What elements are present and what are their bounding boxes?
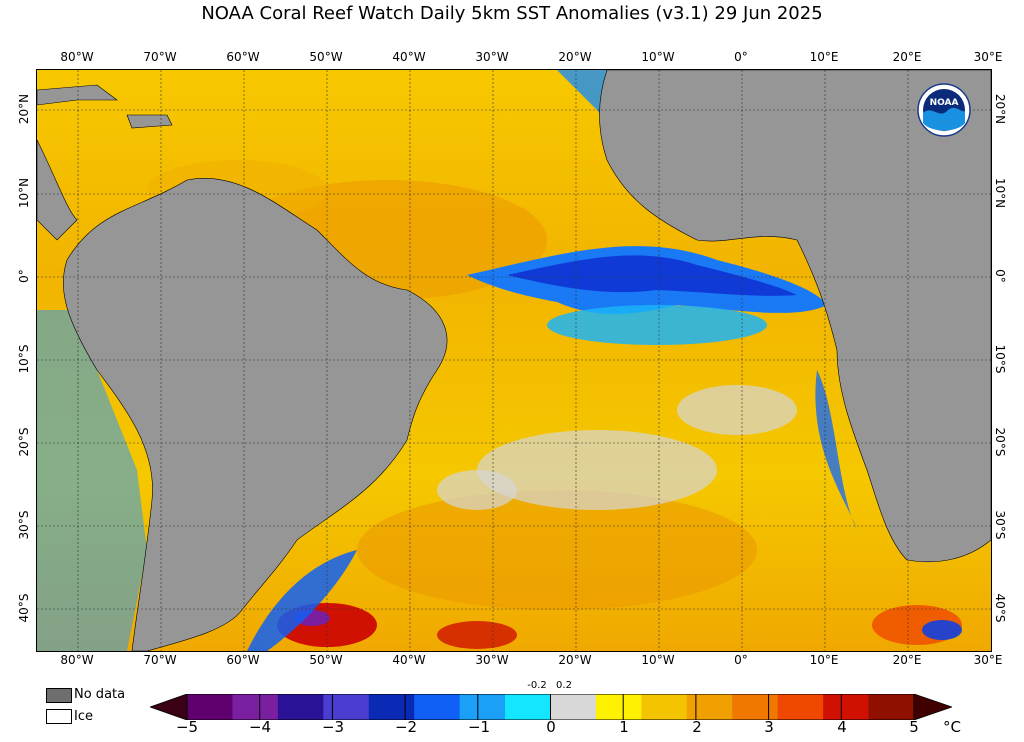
no-data-label: No data xyxy=(74,687,126,702)
lat-label: 10°S xyxy=(17,344,31,374)
lon-label: 40°W xyxy=(392,653,426,667)
lon-label: 10°W xyxy=(641,50,675,64)
lon-label: 10°E xyxy=(809,653,839,667)
colorbar-unit: °C xyxy=(943,718,961,736)
lon-label: 20°W xyxy=(558,653,592,667)
lon-label: 80°W xyxy=(60,653,94,667)
south-america-landmass xyxy=(62,178,448,651)
colorbar-tick: −5 xyxy=(175,718,199,736)
map-title: NOAA Coral Reef Watch Daily 5km SST Anom… xyxy=(201,3,823,24)
colorbar-segment xyxy=(323,694,370,720)
lat-label: 10°N xyxy=(17,177,31,209)
colorbar-tick: 0 xyxy=(546,718,556,736)
colorbar-tick: 5 xyxy=(909,718,919,736)
lon-label: 0° xyxy=(734,653,748,667)
colorbar-tick: 1 xyxy=(619,718,629,736)
colorbar-segment xyxy=(187,694,233,720)
lat-label: 0° xyxy=(17,269,31,283)
colorbar-segment xyxy=(686,694,733,720)
lon-label: 50°W xyxy=(309,50,343,64)
colorbar-segment xyxy=(459,694,506,720)
lon-label: 70°W xyxy=(143,50,177,64)
colorbar-tick: −4 xyxy=(248,718,272,736)
lon-label: 20°E xyxy=(892,50,922,64)
lat-label: 10°N xyxy=(993,177,1007,209)
colorbar-small-tick: -0.2 xyxy=(527,680,547,691)
colorbar-segment xyxy=(732,694,779,720)
lat-label: 40°S xyxy=(17,593,31,623)
svg-text:NOAA: NOAA xyxy=(930,98,959,108)
lon-label: 30°E xyxy=(973,50,1003,64)
colorbar-segment xyxy=(368,694,415,720)
lon-label: 30°W xyxy=(475,653,509,667)
lon-label: 80°W xyxy=(60,50,94,64)
ice-swatch xyxy=(46,709,72,724)
lon-label: 60°W xyxy=(226,50,260,64)
colorbar-segment xyxy=(232,694,279,720)
lat-label: 10°S xyxy=(993,344,1007,374)
colorbar-tick: −3 xyxy=(321,718,345,736)
colorbar-segment xyxy=(641,694,688,720)
graticule-lines xyxy=(37,70,991,651)
lat-label: 30°S xyxy=(17,510,31,540)
cuba-island xyxy=(37,84,118,106)
lat-label: 20°S xyxy=(17,427,31,457)
colorbar-tick: 3 xyxy=(764,718,774,736)
lat-label: 40°S xyxy=(993,593,1007,623)
lon-label: 10°E xyxy=(809,50,839,64)
colorbar-segment xyxy=(277,694,324,720)
colorbar-segment xyxy=(777,694,824,720)
lon-label: 0° xyxy=(734,50,748,64)
colorbar-segment xyxy=(823,694,870,720)
central-america-landmass xyxy=(37,139,78,241)
lon-label: 20°E xyxy=(892,653,922,667)
sst-anomaly-map xyxy=(36,69,992,652)
lon-label: 20°W xyxy=(558,50,592,64)
lon-label: 10°W xyxy=(641,653,675,667)
lon-label: 30°W xyxy=(475,50,509,64)
colorbar-tick: 2 xyxy=(692,718,702,736)
lon-label: 50°W xyxy=(309,653,343,667)
colorbar-segment xyxy=(868,694,915,720)
lon-label: 60°W xyxy=(226,653,260,667)
lon-label: 40°W xyxy=(392,50,426,64)
colorbar-segment xyxy=(505,694,551,720)
lon-label: 70°W xyxy=(143,653,177,667)
ice-label: Ice xyxy=(74,709,93,724)
colorbar-tick: 4 xyxy=(837,718,847,736)
neutral-anomaly-patch xyxy=(477,430,717,510)
noaa-logo-icon: NOAA xyxy=(917,83,971,137)
colorbar-extend-high xyxy=(913,694,952,720)
colorbar-small-tick: 0.2 xyxy=(556,680,572,691)
lat-label: 0° xyxy=(993,269,1007,283)
colorbar-extend-low xyxy=(150,694,188,720)
colorbar-segment xyxy=(550,694,597,720)
colorbar-segment xyxy=(595,694,642,720)
colorbar-tick: −1 xyxy=(467,718,491,736)
map-canvas xyxy=(37,70,991,651)
no-data-swatch xyxy=(46,688,72,703)
colorbar-segment xyxy=(414,694,461,720)
colorbar xyxy=(150,694,952,720)
lon-label: 30°E xyxy=(973,653,1003,667)
lat-label: 20°N xyxy=(17,93,31,125)
colorbar-tick: −2 xyxy=(394,718,418,736)
lat-label: 20°S xyxy=(993,427,1007,457)
africa-landmass xyxy=(599,70,991,563)
lat-label: 30°S xyxy=(993,510,1007,540)
lat-label: 20°N xyxy=(993,93,1007,125)
